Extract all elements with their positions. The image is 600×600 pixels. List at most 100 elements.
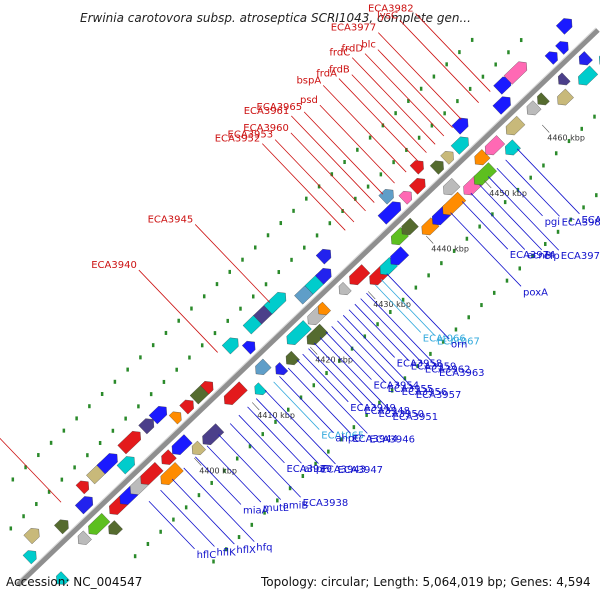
gene-arrow	[484, 135, 506, 156]
label-leader	[386, 273, 450, 339]
label-leader	[290, 132, 366, 212]
gene-arrow	[440, 151, 454, 165]
tick-mark	[22, 514, 25, 519]
gene-label: hflC	[197, 550, 217, 561]
gene-feature	[429, 160, 444, 175]
tick-mark	[478, 224, 481, 229]
tick-mark	[518, 266, 522, 271]
label-leader	[218, 434, 282, 500]
gene-label: ECA3965	[257, 102, 303, 113]
gene-feature	[75, 480, 90, 495]
tick-mark	[9, 526, 13, 531]
gene-feature	[390, 246, 410, 266]
gene-feature	[578, 51, 593, 66]
label-leader	[302, 353, 349, 403]
tick-mark	[350, 346, 354, 351]
gene-arrow	[317, 301, 331, 315]
tick-mark	[567, 139, 571, 144]
gene-arrow	[22, 550, 37, 565]
gene-arrow	[557, 88, 574, 106]
tick-mark	[210, 480, 213, 485]
gene-arrow	[223, 381, 248, 405]
gene-arrow	[160, 462, 184, 485]
tick-mark	[417, 135, 421, 140]
gene-label: orn	[451, 340, 467, 351]
scale-tick	[425, 235, 434, 244]
tick-mark	[467, 315, 470, 320]
gene-arrow	[450, 136, 469, 155]
tick-mark	[254, 245, 257, 250]
map-title: Erwinia carotovora subsp. atroseptica SC…	[80, 11, 471, 25]
label-leader	[325, 331, 372, 380]
tick-mark	[507, 50, 510, 55]
label-leader	[399, 20, 479, 103]
tick-mark	[137, 404, 140, 409]
gene-label: frdB	[329, 65, 350, 76]
tick-mark	[276, 498, 279, 503]
label-leader	[479, 184, 543, 251]
tick-mark	[226, 318, 229, 323]
gene-feature	[450, 136, 469, 155]
gene-feature	[223, 381, 248, 405]
tick-mark	[356, 147, 359, 152]
tick-mark	[443, 111, 446, 116]
gene-arrow	[254, 382, 267, 396]
label-leader	[229, 423, 301, 498]
gene-label: ECA3957	[416, 390, 462, 401]
gene-label: ECA3955	[388, 384, 434, 395]
gene-label: ECA3977	[331, 23, 377, 34]
gene-feature	[56, 571, 70, 585]
tick-mark	[188, 355, 191, 360]
gene-feature	[401, 217, 419, 236]
tick-mark	[456, 99, 459, 104]
gene-features	[22, 18, 600, 585]
tick-mark	[419, 86, 423, 91]
gene-label: ECA3945	[148, 214, 194, 225]
scale-tick	[309, 346, 318, 355]
gene-feature	[23, 528, 40, 545]
tick-mark	[263, 510, 266, 515]
tick-mark	[184, 505, 188, 510]
tick-mark	[378, 400, 381, 405]
gene-label: ECA3943	[320, 465, 366, 476]
tick-mark	[111, 428, 115, 433]
scale-label: 4400 kbp	[199, 466, 237, 475]
gene-feature	[160, 462, 184, 485]
gene-feature	[254, 382, 267, 396]
tick-mark	[366, 184, 370, 189]
tick-mark	[454, 327, 458, 332]
gene-feature	[148, 406, 167, 425]
gene-label: ECA3940	[91, 260, 137, 271]
tick-mark	[582, 205, 585, 210]
gene-arrow	[241, 340, 256, 355]
tick-mark	[569, 217, 573, 222]
gene-label: ECA3978	[561, 251, 600, 262]
gene-feature	[409, 160, 424, 175]
gene-label: ECA3944	[352, 434, 398, 445]
gene-feature	[286, 320, 312, 345]
tick-mark	[401, 297, 405, 302]
gene-label: lysC	[377, 10, 398, 21]
gene-arrow	[77, 530, 92, 545]
tick-mark	[494, 62, 497, 67]
gene-feature	[161, 449, 177, 465]
gene-feature	[54, 519, 69, 535]
tick-mark	[290, 257, 293, 262]
gene-arrow	[117, 431, 141, 455]
gene-label: ECA3974	[510, 250, 556, 261]
label-leader	[287, 367, 351, 434]
tick-mark	[139, 355, 142, 360]
tick-mark	[60, 477, 64, 482]
label-leader	[206, 445, 262, 503]
tick-mark	[113, 379, 117, 384]
tick-mark	[225, 547, 228, 552]
gene-label: ECAt067	[437, 337, 480, 348]
gene-feature	[74, 496, 94, 515]
label-leader	[0, 437, 62, 503]
tick-mark	[458, 50, 461, 55]
tick-mark	[287, 407, 290, 412]
tick-mark	[215, 282, 219, 287]
accession-text: Accession: NC_004547	[6, 575, 143, 589]
